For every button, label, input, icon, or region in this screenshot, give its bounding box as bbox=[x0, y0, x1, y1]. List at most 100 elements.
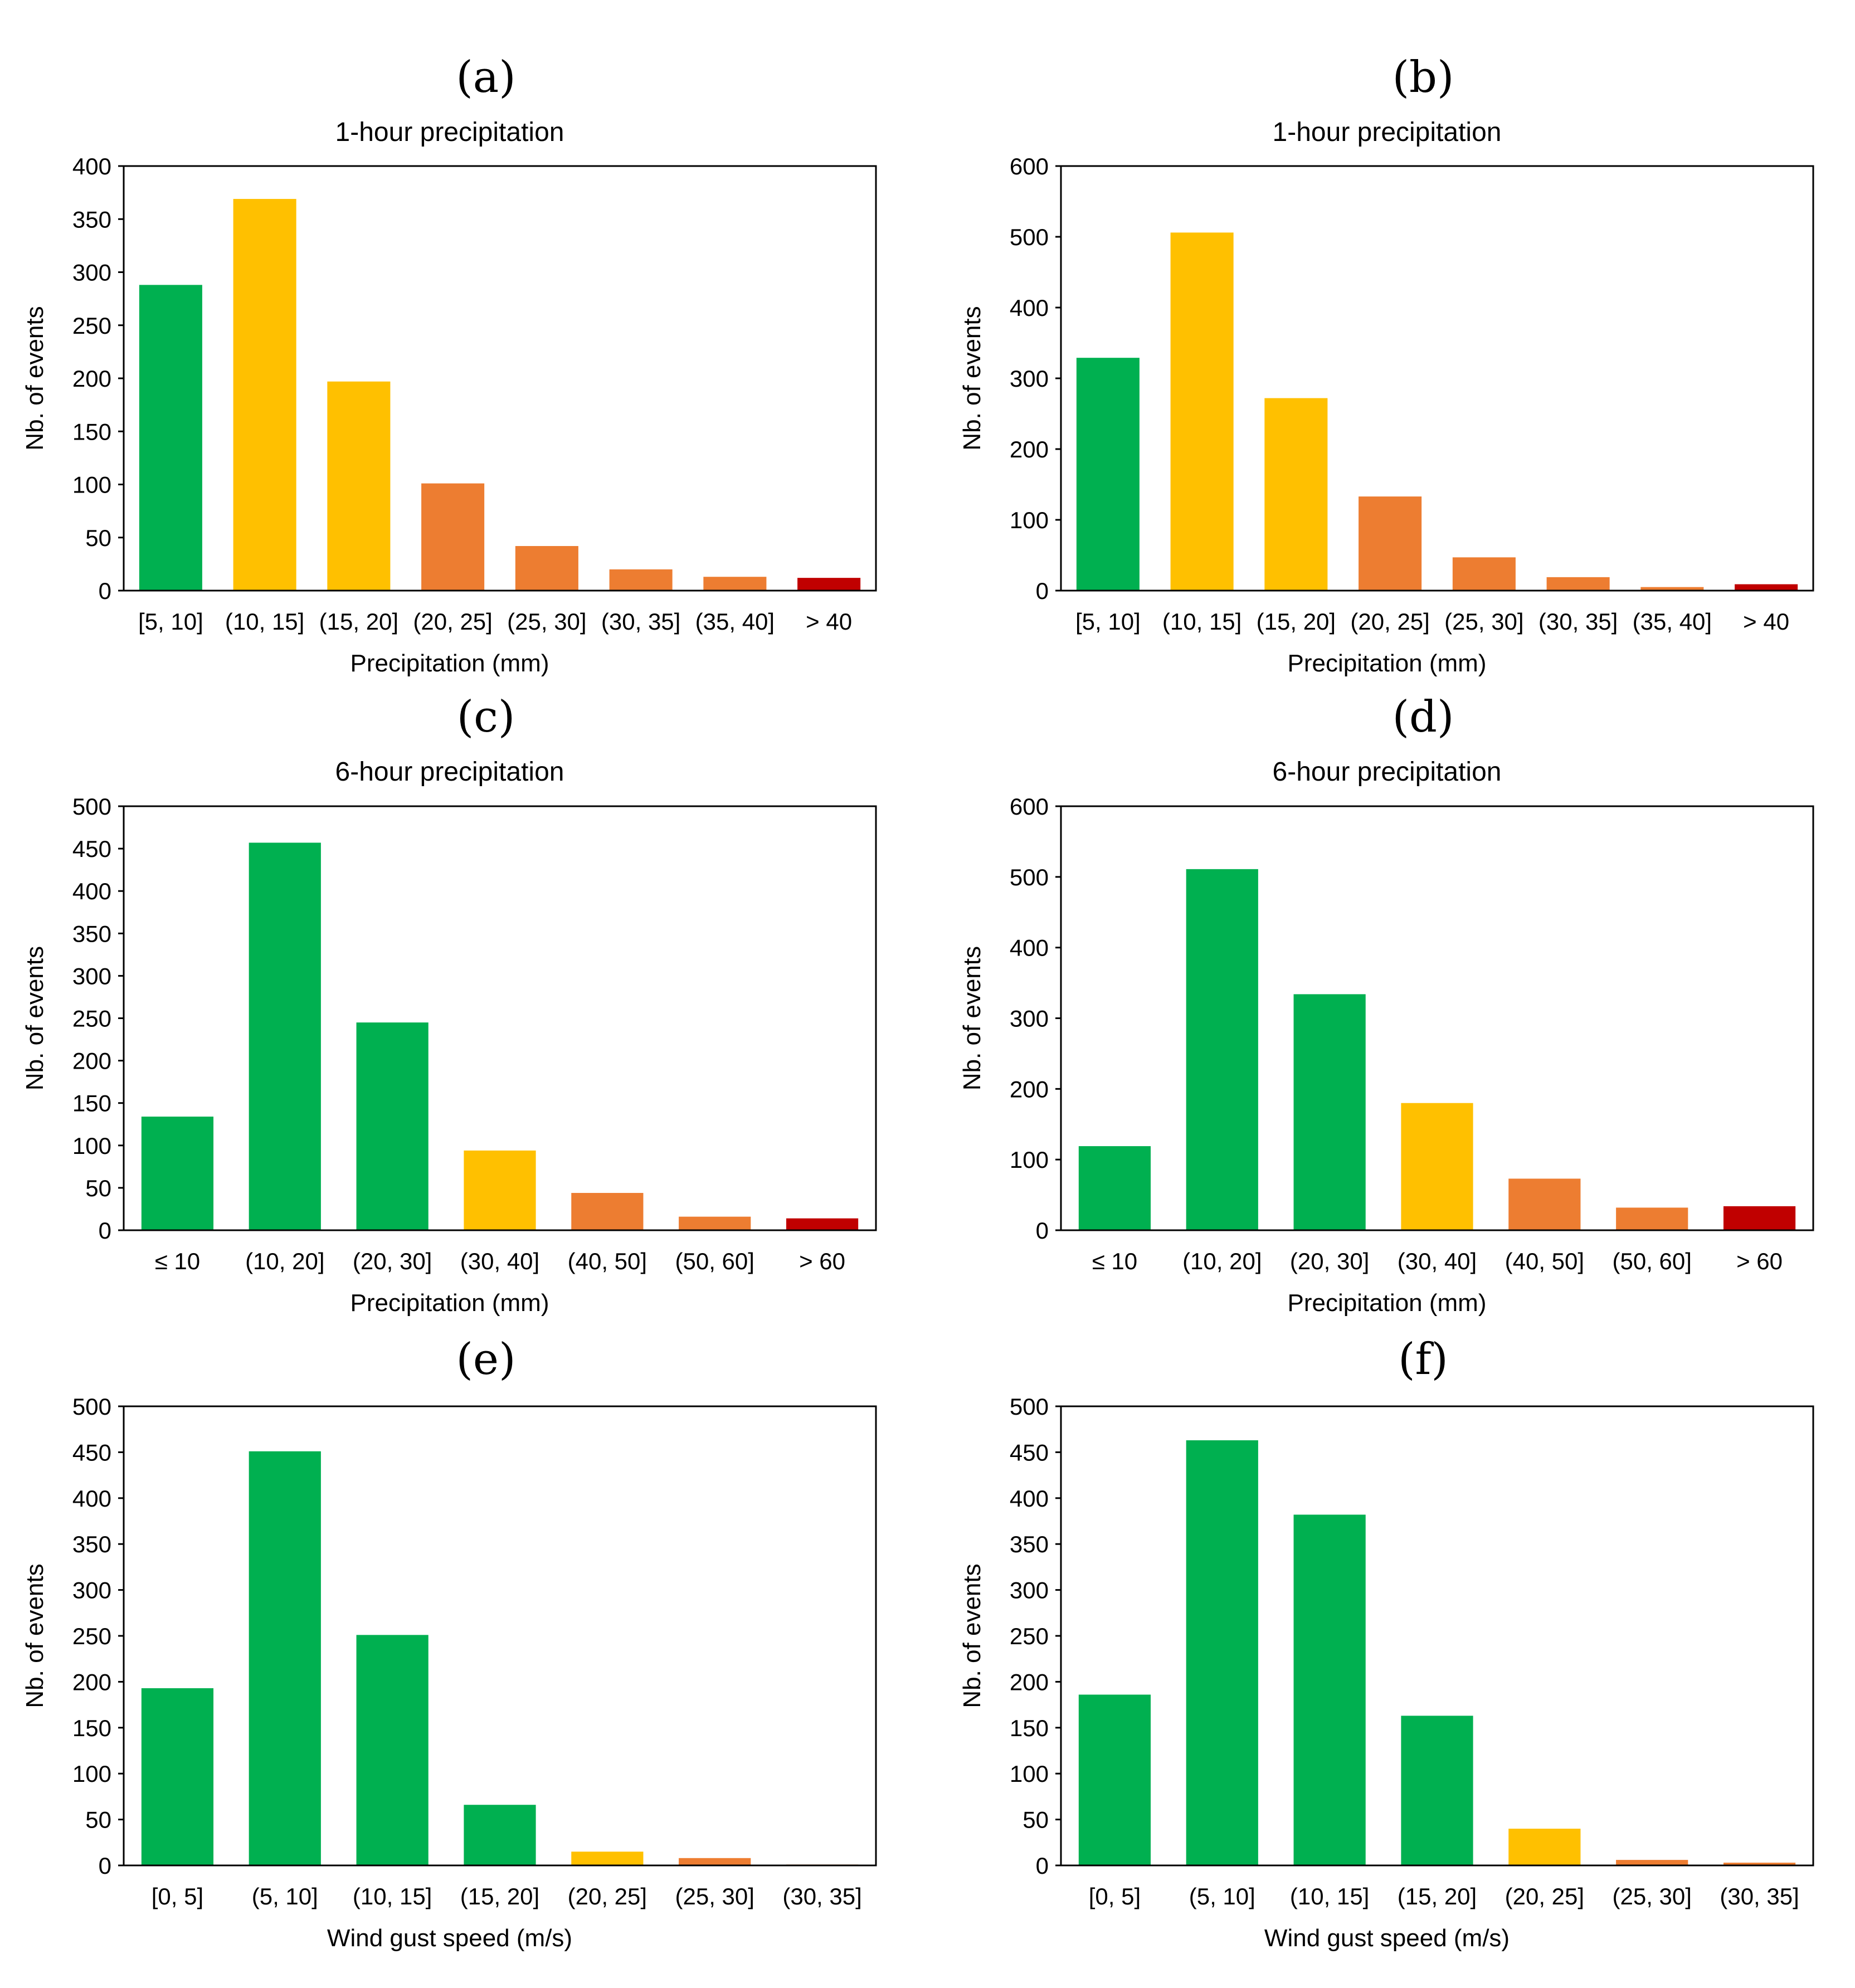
bar bbox=[139, 285, 202, 591]
y-tick-label: 200 bbox=[1010, 1076, 1049, 1102]
x-tick-label: [0, 5] bbox=[152, 1883, 203, 1909]
bar bbox=[1076, 358, 1140, 591]
y-tick-label: 0 bbox=[99, 578, 111, 604]
bar bbox=[1170, 232, 1234, 591]
bar bbox=[786, 1218, 859, 1230]
bar bbox=[1508, 1178, 1581, 1230]
chart-title: 1-hour precipitation bbox=[1273, 118, 1502, 147]
bar bbox=[679, 1216, 751, 1230]
bar bbox=[1616, 1860, 1688, 1865]
x-axis-label: Precipitation (mm) bbox=[1288, 650, 1487, 677]
x-tick-label: (5, 10] bbox=[252, 1883, 318, 1909]
y-tick-label: 600 bbox=[1010, 793, 1049, 820]
y-axis-label: Nb. of events bbox=[21, 946, 48, 1090]
bar bbox=[249, 1451, 321, 1865]
bar bbox=[1359, 496, 1422, 591]
y-tick-label: 200 bbox=[72, 1048, 111, 1074]
y-tick-label: 250 bbox=[72, 313, 111, 339]
bar bbox=[1401, 1103, 1473, 1230]
bar bbox=[421, 483, 485, 591]
y-tick-label: 300 bbox=[72, 963, 111, 989]
x-tick-label: (50, 60] bbox=[675, 1248, 754, 1274]
x-tick-label: (10, 20] bbox=[1182, 1248, 1262, 1274]
panel-label: (c) bbox=[457, 692, 515, 742]
chart-panel-a: (a) 1-hour precipitation 0 50 100 150 200 250 30… bbox=[21, 52, 877, 677]
chart-panel-f: (f) 0 50 100 150 200 250 300 350 400 450 500 [0, 5] (… bbox=[958, 1334, 1814, 1952]
x-tick-label: (30, 35] bbox=[1538, 608, 1618, 635]
bar bbox=[1508, 1829, 1581, 1865]
x-tick-label: > 40 bbox=[1743, 608, 1789, 635]
bar bbox=[1616, 1207, 1688, 1230]
x-tick-label: (50, 60] bbox=[1612, 1248, 1691, 1274]
y-tick-label: 400 bbox=[1010, 1485, 1049, 1512]
bar bbox=[1723, 1206, 1796, 1230]
x-tick-label: (15, 20] bbox=[319, 608, 398, 635]
y-tick-label: 50 bbox=[85, 1807, 111, 1833]
y-tick-label: 50 bbox=[1023, 1807, 1049, 1833]
y-tick-label: 150 bbox=[1010, 1715, 1049, 1741]
x-tick-label: (20, 30] bbox=[353, 1248, 432, 1274]
bar bbox=[1452, 557, 1516, 591]
y-tick-label: 500 bbox=[72, 1393, 111, 1420]
x-tick-label: (20, 25] bbox=[413, 608, 492, 635]
bar bbox=[1078, 1146, 1151, 1230]
bar bbox=[141, 1117, 214, 1230]
bar bbox=[571, 1193, 644, 1230]
y-tick-label: 300 bbox=[72, 260, 111, 286]
y-tick-label: 350 bbox=[72, 206, 111, 232]
bar bbox=[356, 1635, 429, 1865]
y-tick-label: 200 bbox=[72, 366, 111, 392]
chart-title: 6-hour precipitation bbox=[1273, 757, 1502, 787]
y-axis-label: Nb. of events bbox=[21, 306, 48, 450]
y-tick-label: 250 bbox=[72, 1623, 111, 1649]
x-tick-label: (40, 50] bbox=[568, 1248, 647, 1274]
bar bbox=[249, 842, 321, 1230]
panel-label: (b) bbox=[1393, 52, 1454, 103]
x-tick-label: [0, 5] bbox=[1089, 1883, 1141, 1909]
panel-label: (f) bbox=[1398, 1334, 1448, 1385]
y-tick-label: 300 bbox=[1010, 1006, 1049, 1032]
y-tick-label: 0 bbox=[99, 1217, 111, 1244]
y-tick-label: 0 bbox=[99, 1853, 111, 1879]
x-tick-label: (40, 50] bbox=[1505, 1248, 1584, 1274]
y-tick-label: 500 bbox=[72, 793, 111, 820]
chart-panel-e: (e) 0 50 100 150 200 250 300 350 400 450 500 [0, 5] (… bbox=[21, 1334, 877, 1952]
y-tick-label: 0 bbox=[1036, 578, 1049, 604]
plot-frame bbox=[123, 1405, 877, 1867]
x-tick-label: (20, 25] bbox=[1505, 1883, 1584, 1909]
x-axis-label: Wind gust speed (m/s) bbox=[327, 1924, 572, 1952]
x-tick-label: (10, 20] bbox=[245, 1248, 324, 1274]
x-tick-label: (20, 25] bbox=[1350, 608, 1429, 635]
chart-panel-d: (d) 6-hour precipitation 0 100 200 300 400 500 6… bbox=[958, 692, 1814, 1317]
y-tick-label: 200 bbox=[1010, 1669, 1049, 1695]
x-tick-label: (25, 30] bbox=[507, 608, 586, 635]
y-tick-label: 0 bbox=[1036, 1217, 1049, 1244]
x-tick-label: > 60 bbox=[799, 1248, 845, 1274]
chart-panel-c: (c) 6-hour precipitation 0 50 100 150 200 250 30… bbox=[21, 692, 877, 1317]
y-tick-label: 100 bbox=[72, 1133, 111, 1159]
y-tick-label: 300 bbox=[72, 1577, 111, 1604]
y-tick-label: 400 bbox=[1010, 935, 1049, 961]
bar bbox=[1723, 1863, 1796, 1865]
y-tick-label: 500 bbox=[1010, 1393, 1049, 1420]
bar bbox=[1640, 587, 1704, 591]
y-tick-label: 350 bbox=[72, 1531, 111, 1557]
x-tick-label: (15, 20] bbox=[1257, 608, 1336, 635]
bar bbox=[679, 1858, 751, 1865]
bar bbox=[464, 1150, 536, 1230]
y-tick-label: 100 bbox=[1010, 1761, 1049, 1787]
bar bbox=[141, 1688, 214, 1865]
x-tick-label: ≤ 10 bbox=[155, 1248, 200, 1274]
bar bbox=[1401, 1716, 1473, 1865]
y-tick-label: 300 bbox=[1010, 1577, 1049, 1604]
x-tick-label: (5, 10] bbox=[1189, 1883, 1255, 1909]
y-tick-label: 50 bbox=[85, 525, 111, 551]
bar bbox=[1293, 1514, 1366, 1865]
y-tick-label: 100 bbox=[72, 1761, 111, 1787]
x-tick-label: (25, 30] bbox=[1612, 1883, 1691, 1909]
y-tick-label: 500 bbox=[1010, 224, 1049, 250]
x-tick-label: (30, 35] bbox=[1720, 1883, 1799, 1909]
y-tick-label: 150 bbox=[72, 418, 111, 445]
y-axis-label: Nb. of events bbox=[21, 1563, 48, 1708]
